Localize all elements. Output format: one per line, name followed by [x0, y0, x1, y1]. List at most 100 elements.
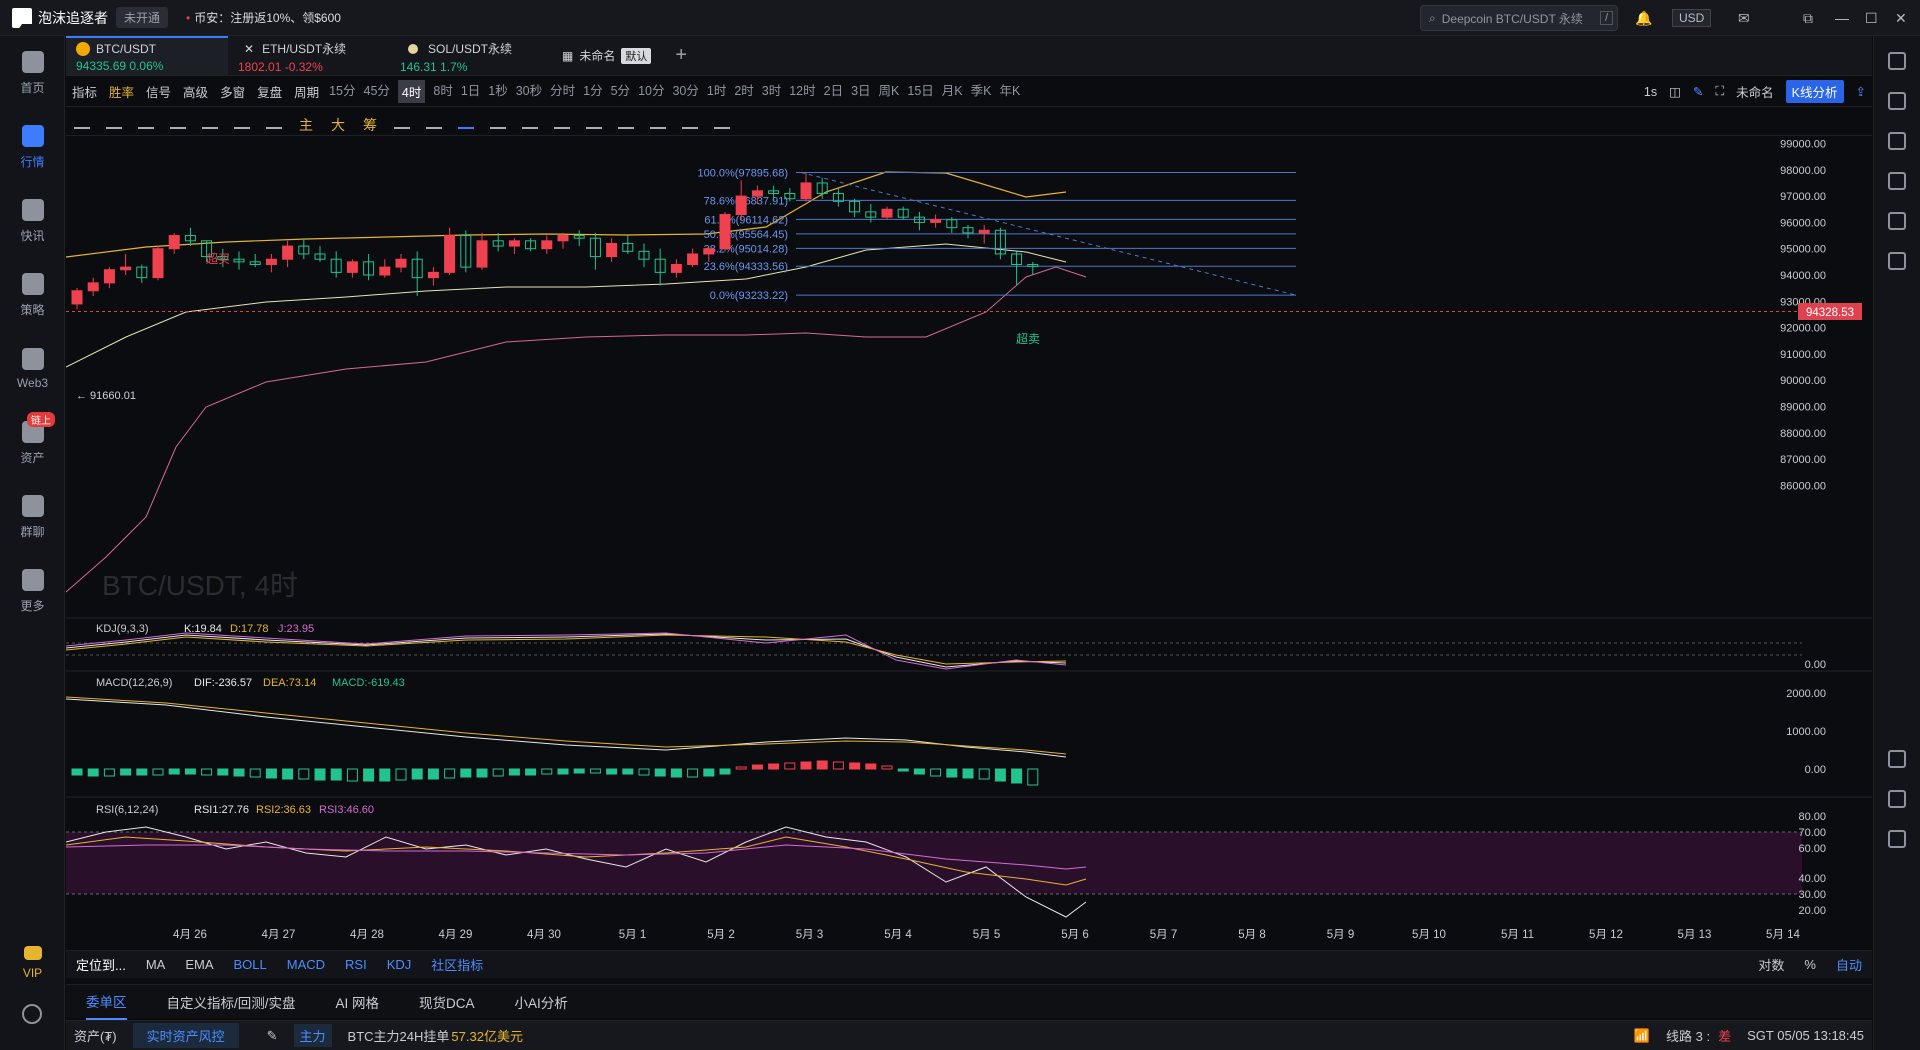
more-tools-icon[interactable] — [266, 115, 282, 129]
currency-select[interactable]: USD — [1672, 9, 1712, 27]
multi-window-button[interactable]: 多窗 — [220, 86, 246, 100]
timeframe-15[interactable]: 12时 — [789, 84, 816, 98]
auto-scale-toggle[interactable]: 自动 — [1835, 958, 1862, 973]
log-scale-toggle[interactable]: 对数 — [1758, 958, 1785, 973]
sidebar-item-home[interactable]: 首页 — [0, 36, 65, 110]
period-button[interactable]: 周期 — [294, 86, 320, 100]
assistant-icon[interactable] — [1888, 830, 1906, 848]
timeframe-21[interactable]: 季K — [970, 84, 992, 98]
timeframe-9[interactable]: 5分 — [610, 84, 631, 98]
search-input[interactable]: ⌕ Deepcoin BTC/USDT 永续 / — [1420, 5, 1618, 31]
notes-icon[interactable] — [1888, 92, 1906, 110]
tab-orders[interactable]: 委单区 — [86, 984, 127, 1020]
order-icon[interactable] — [1888, 132, 1906, 150]
timeframe-8[interactable]: 1分 — [583, 84, 603, 98]
trendline-tool-icon[interactable] — [74, 115, 90, 129]
signal-icon[interactable] — [1888, 252, 1906, 270]
timeframe-14[interactable]: 3时 — [761, 84, 782, 98]
hline-tool-icon[interactable] — [170, 115, 186, 129]
tab-ai-grid[interactable]: AI 网格 — [335, 995, 380, 1011]
signal-button[interactable]: 信号 — [146, 86, 172, 100]
close-tab-icon[interactable]: ✕ — [244, 41, 255, 56]
hlines-tool-icon[interactable] — [106, 115, 122, 129]
minimize-icon[interactable]: — — [1835, 10, 1849, 26]
chart-icon[interactable] — [1888, 172, 1906, 190]
trash-tool-icon[interactable] — [714, 115, 730, 129]
replay-button[interactable]: 复盘 — [257, 86, 283, 100]
community-indicators[interactable]: 社区指标 — [431, 958, 484, 973]
layout-select[interactable]: 未命名 — [1736, 86, 1774, 100]
timeframe-2[interactable]: 4时 — [397, 80, 426, 103]
ind-rsi[interactable]: RSI — [345, 957, 367, 972]
indicators-button[interactable]: 指标 — [72, 86, 98, 100]
add-tab-button[interactable]: + — [675, 44, 688, 66]
tab-custom-indicators[interactable]: 自定义指标/回测/实盘 — [166, 995, 296, 1011]
timeframe-17[interactable]: 3日 — [851, 84, 871, 98]
sidebar-item-more[interactable]: 更多 — [0, 554, 65, 628]
timeframe-5[interactable]: 1秒 — [488, 84, 508, 98]
brush-tool-icon[interactable] — [490, 115, 506, 129]
timeframe-4[interactable]: 1日 — [460, 84, 481, 98]
timeframe-12[interactable]: 1时 — [706, 84, 727, 98]
lock-tool-icon[interactable] — [586, 115, 602, 129]
timeframe-1[interactable]: 45分 — [363, 84, 390, 98]
timeframe-3[interactable]: 8时 — [433, 84, 453, 98]
settings-gear-icon[interactable] — [22, 1004, 42, 1024]
ind-boll[interactable]: BOLL — [233, 957, 267, 972]
winrate-button[interactable]: 胜率 — [109, 86, 135, 100]
timeframe-16[interactable]: 2日 — [823, 84, 844, 98]
sidebar-item-chat[interactable]: 群聊 — [0, 480, 65, 554]
edit-icon[interactable]: ✎ — [266, 1027, 278, 1043]
fib-tool-icon[interactable] — [234, 115, 250, 129]
fullscreen-icon[interactable]: ⛶ — [1715, 84, 1725, 98]
timeframe-11[interactable]: 30分 — [672, 84, 699, 98]
price-chart[interactable]: BTC/USDT, 4时 100.0%(97895.68)78.6%(96837… — [65, 137, 1872, 942]
timeframe-18[interactable]: 周K — [878, 84, 900, 98]
pencil-tool-icon[interactable] — [522, 115, 538, 129]
tab-unnamed-layout[interactable]: ▦ 未命名 默认 — [552, 36, 661, 75]
ind-ma[interactable]: MA — [145, 957, 166, 972]
bell-icon[interactable]: 🔔 — [1635, 9, 1653, 26]
share-icon[interactable]: ⇪ — [1855, 85, 1866, 99]
refresh-tool-icon[interactable] — [394, 115, 410, 129]
kline-analysis-button[interactable]: K线分析 — [1785, 80, 1844, 103]
analysis-icon[interactable] — [1888, 212, 1906, 230]
timeframe-10[interactable]: 10分 — [638, 84, 665, 98]
tab-spot-dca[interactable]: 现货DCA — [419, 995, 475, 1011]
layout-icon[interactable] — [1888, 750, 1906, 768]
line-label[interactable]: 线路 3 : — [1666, 1029, 1711, 1044]
advanced-button[interactable]: 高级 — [183, 86, 209, 100]
popout-icon[interactable]: ⧉ — [1803, 9, 1813, 26]
sidebar-item-news[interactable]: 快讯 — [0, 184, 65, 258]
risk-control-button[interactable]: 实时资产风控 — [132, 1023, 239, 1048]
notice-text[interactable]: • 币安：注册返10%、领$600 — [186, 11, 341, 25]
chart-area[interactable]: BTC/USDT, 4时 100.0%(97895.68)78.6%(96837… — [65, 137, 1872, 942]
edit-tool-icon[interactable] — [618, 115, 634, 129]
tab-sol[interactable]: SOL/USDT永续 146.31 1.7% — [400, 42, 513, 74]
measure-tool-icon[interactable] — [426, 115, 442, 129]
interval-1s[interactable]: 1s — [1643, 84, 1658, 99]
mail-icon[interactable]: ✉ — [1738, 9, 1750, 26]
timeframe-19[interactable]: 15日 — [907, 84, 934, 98]
main-force-toggle[interactable]: 主 — [299, 116, 313, 133]
camera-icon[interactable]: ◫ — [1669, 85, 1681, 99]
filter-tool-icon[interactable] — [682, 115, 698, 129]
timeframe-7[interactable]: 分时 — [550, 84, 576, 98]
ind-ema[interactable]: EMA — [185, 957, 214, 972]
pen-icon[interactable]: ✎ — [1692, 85, 1704, 99]
grid-icon[interactable] — [1888, 52, 1906, 70]
locate-button[interactable]: 定位到... — [76, 958, 126, 973]
sidebar-item-web3[interactable]: Web3 — [0, 332, 65, 406]
chip-toggle[interactable]: 筹 — [363, 116, 377, 133]
timeframe-22[interactable]: 年K — [999, 84, 1021, 98]
close-icon[interactable]: ✕ — [1895, 9, 1907, 26]
magnet-tool-icon[interactable] — [554, 115, 570, 129]
large-order-toggle[interactable]: 大 — [331, 116, 345, 133]
tab-ai-analysis[interactable]: 小AI分析 — [514, 995, 568, 1011]
sidebar-item-assets[interactable]: 链上 资产 — [0, 406, 65, 480]
channel-tool-icon[interactable] — [138, 115, 154, 129]
headset-icon[interactable] — [1888, 790, 1906, 808]
timeframe-0[interactable]: 15分 — [329, 84, 356, 98]
asset-label[interactable]: 资产(₮) — [74, 1029, 117, 1044]
copy-tool-icon[interactable] — [458, 115, 474, 129]
